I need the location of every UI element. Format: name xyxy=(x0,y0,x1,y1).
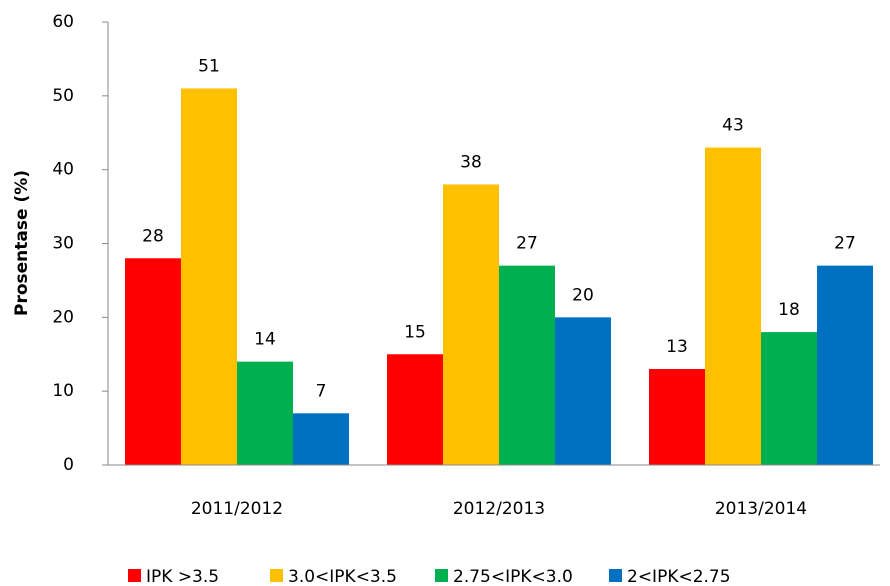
legend-label: 2.75<IPK<3.0 xyxy=(453,567,573,586)
value-label: 28 xyxy=(142,226,164,246)
legend-label: 3.0<IPK<3.5 xyxy=(288,567,397,586)
x-tick-label: 2013/2014 xyxy=(715,499,807,519)
y-axis-label: Prosentase (%) xyxy=(12,170,32,316)
bar xyxy=(761,332,817,465)
legend-swatch xyxy=(270,569,283,582)
value-label: 27 xyxy=(516,234,538,254)
bar xyxy=(181,88,237,465)
value-label: 14 xyxy=(254,330,276,350)
bar xyxy=(293,413,349,465)
bar xyxy=(237,361,293,465)
bar xyxy=(387,354,443,465)
bar xyxy=(443,184,499,465)
legend-swatch xyxy=(435,569,448,582)
value-label: 38 xyxy=(460,152,482,172)
value-label: 15 xyxy=(404,322,426,342)
value-label: 51 xyxy=(198,56,220,76)
value-label: 27 xyxy=(834,234,856,254)
y-tick-label: 40 xyxy=(52,160,74,180)
value-label: 43 xyxy=(722,116,744,136)
bar xyxy=(555,317,611,465)
value-label: 18 xyxy=(778,300,800,320)
y-tick-label: 30 xyxy=(52,234,74,254)
x-tick-label: 2012/2013 xyxy=(453,499,545,519)
bar xyxy=(649,369,705,465)
legend-swatch xyxy=(609,569,622,582)
legend-swatch xyxy=(128,569,141,582)
value-label: 13 xyxy=(666,337,688,357)
y-tick-label: 10 xyxy=(52,381,74,401)
y-tick-label: 0 xyxy=(63,455,74,475)
bar xyxy=(499,265,555,465)
bar xyxy=(817,265,873,465)
value-label: 20 xyxy=(572,285,594,305)
bar xyxy=(125,258,181,465)
bar xyxy=(705,147,761,465)
y-tick-label: 60 xyxy=(52,12,74,32)
x-tick-label: 2011/2012 xyxy=(191,499,283,519)
y-tick-label: 20 xyxy=(52,307,74,327)
legend-label: 2<IPK<2.75 xyxy=(627,567,731,586)
y-tick-label: 50 xyxy=(52,86,74,106)
value-label: 7 xyxy=(316,381,327,401)
legend-label: IPK >3.5 xyxy=(146,567,219,586)
